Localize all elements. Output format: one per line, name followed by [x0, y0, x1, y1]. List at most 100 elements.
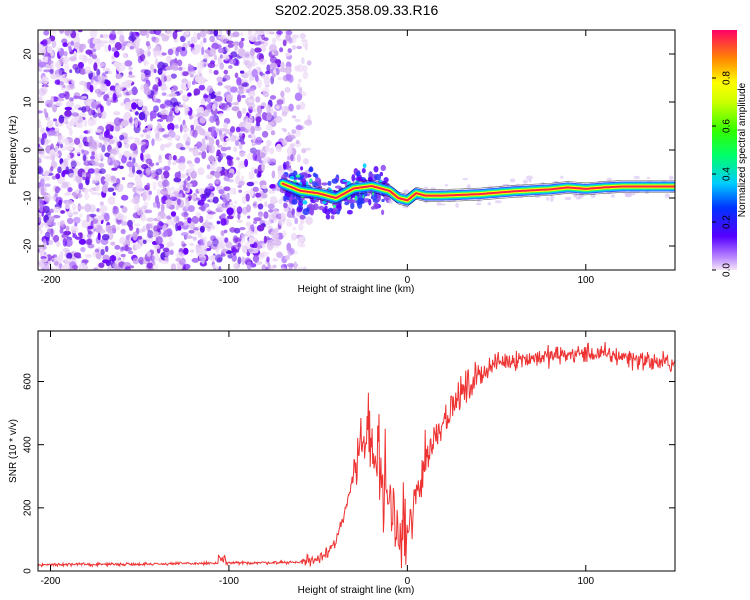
- noise-blob: [41, 150, 45, 155]
- noise-blob: [233, 263, 241, 270]
- noise-blob: [269, 95, 277, 100]
- noise-blob: [149, 64, 155, 72]
- tone-haze: [664, 193, 670, 199]
- noise-blob: [229, 201, 234, 206]
- noise-blob: [234, 72, 239, 79]
- noise-blob: [98, 62, 105, 67]
- noise-blob: [297, 64, 304, 73]
- transition-blob: [296, 207, 303, 213]
- noise-blob: [65, 239, 73, 248]
- transition-blob: [283, 195, 287, 202]
- noise-blob: [40, 192, 49, 196]
- noise-blob: [92, 51, 97, 60]
- colorbar-tick-label: 0.2: [722, 215, 733, 229]
- noise-blob: [183, 128, 190, 132]
- noise-blob: [237, 110, 242, 119]
- noise-blob: [97, 232, 101, 241]
- tone-haze: [455, 202, 459, 208]
- tone-haze: [466, 184, 471, 190]
- noise-blob: [251, 237, 258, 242]
- noise-blob: [188, 168, 196, 172]
- noise-blob: [38, 61, 46, 68]
- noise-blob: [77, 61, 84, 69]
- noise-blob: [43, 108, 47, 115]
- noise-blob: [235, 126, 241, 133]
- noise-blob: [98, 262, 105, 268]
- noise-blob: [85, 171, 91, 181]
- noise-blob: [269, 184, 277, 189]
- noise-blob: [219, 127, 228, 132]
- noise-blob: [53, 118, 57, 122]
- noise-blob: [181, 211, 189, 217]
- noise-blob: [150, 255, 155, 262]
- transition-speck: [309, 178, 313, 183]
- noise-blob: [82, 176, 86, 180]
- noise-blob: [246, 152, 254, 161]
- transition-blob: [308, 168, 313, 172]
- transition-blob: [361, 168, 366, 174]
- tone-haze: [546, 197, 550, 201]
- noise-blob: [69, 97, 74, 102]
- noise-blob: [218, 36, 226, 40]
- noise-blob: [213, 70, 219, 75]
- noise-blob: [277, 76, 282, 81]
- tone-haze: [624, 192, 632, 196]
- noise-blob: [128, 71, 133, 76]
- snr-y-tick-label: 0: [23, 568, 34, 574]
- noise-blob: [69, 56, 78, 62]
- noise-blob: [174, 124, 179, 129]
- noise-blob: [53, 260, 59, 266]
- noise-blob: [139, 30, 148, 37]
- noise-blob: [289, 247, 295, 255]
- noise-blob: [134, 203, 140, 213]
- noise-blob: [253, 126, 262, 132]
- noise-blob: [153, 30, 162, 35]
- noise-blob: [43, 57, 49, 63]
- noise-blob: [229, 227, 237, 233]
- noise-blob: [212, 103, 216, 112]
- tone-haze: [487, 202, 492, 206]
- noise-blob: [276, 30, 283, 35]
- snr-series-line: [38, 341, 675, 569]
- noise-blob: [106, 158, 111, 164]
- noise-blob: [52, 104, 58, 113]
- colorbar-tick-label: 0.0: [722, 263, 733, 277]
- noise-blob: [253, 217, 262, 222]
- noise-blob: [40, 127, 46, 134]
- noise-blob: [162, 170, 170, 179]
- noise-blob: [124, 246, 132, 252]
- noise-blob: [228, 94, 234, 100]
- noise-blob: [174, 188, 180, 193]
- noise-blob: [145, 223, 153, 229]
- noise-blob: [180, 180, 184, 186]
- noise-blob: [97, 74, 103, 82]
- noise-blob: [215, 254, 223, 263]
- noise-blob: [163, 165, 171, 172]
- noise-blob: [231, 106, 240, 112]
- noise-blob: [64, 30, 70, 36]
- noise-blob: [131, 98, 137, 103]
- noise-blob: [269, 44, 277, 53]
- noise-blob: [40, 258, 48, 263]
- transition-blob: [300, 166, 304, 171]
- noise-blob: [118, 165, 124, 170]
- noise-blob: [226, 207, 234, 216]
- noise-blob: [276, 38, 284, 42]
- noise-blob: [280, 90, 285, 98]
- noise-blob: [169, 111, 173, 117]
- noise-blob: [95, 44, 101, 51]
- colorbar-gradient: [712, 30, 737, 270]
- noise-blob: [124, 101, 133, 111]
- noise-blob: [187, 66, 195, 72]
- noise-blob: [93, 101, 101, 105]
- noise-blob: [180, 232, 189, 237]
- noise-blob: [238, 132, 243, 138]
- noise-blob: [282, 230, 287, 238]
- noise-blob: [253, 41, 262, 46]
- transition-blob: [363, 198, 370, 203]
- noise-blob: [61, 171, 66, 178]
- noise-blob: [302, 71, 309, 80]
- noise-blob: [245, 230, 254, 238]
- noise-blob: [206, 103, 211, 110]
